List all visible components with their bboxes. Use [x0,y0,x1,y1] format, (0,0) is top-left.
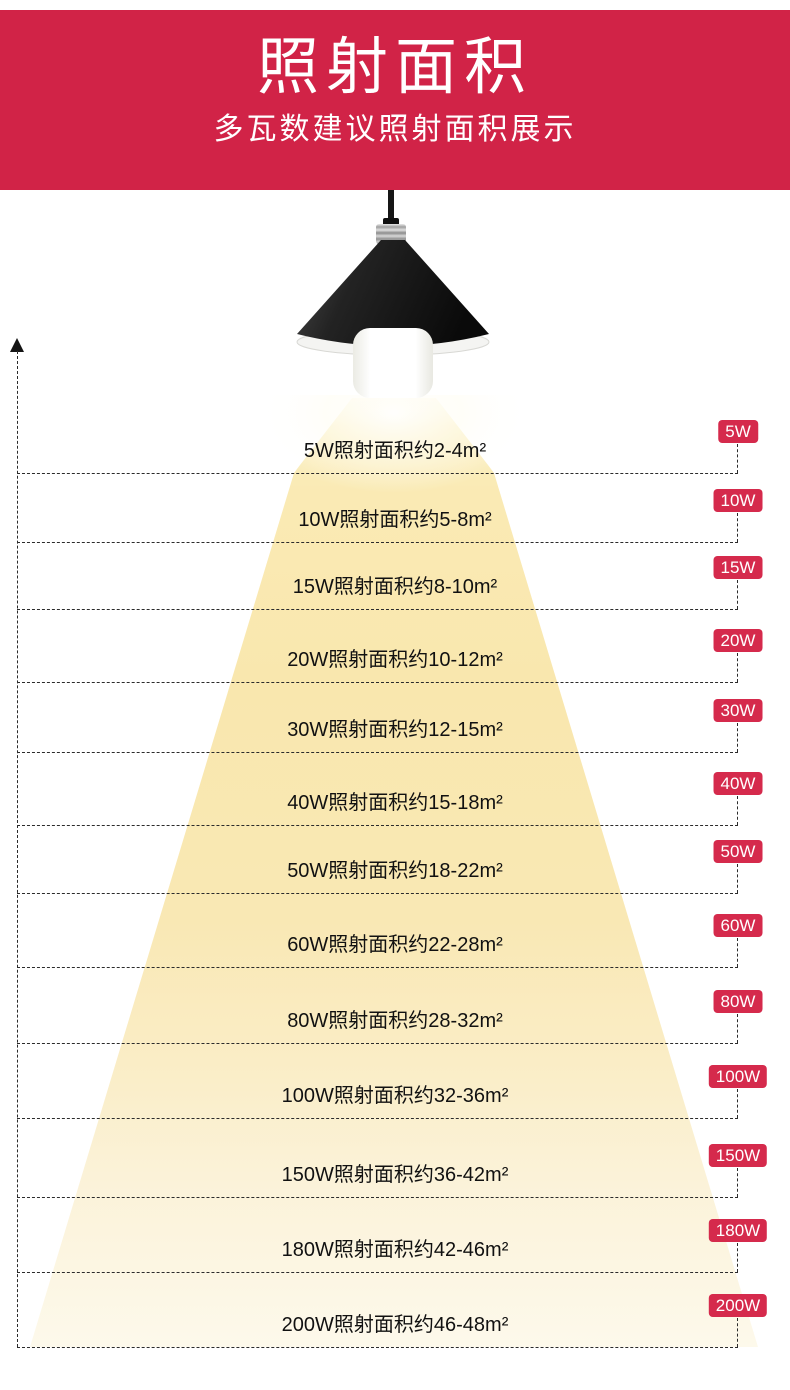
badge-connector-line [737,1168,738,1197]
coverage-dashed-line [17,473,738,474]
badge-connector-line [737,1089,738,1118]
coverage-dashed-line [17,1272,738,1273]
pendant-lamp-icon [296,190,490,398]
light-cone-shape [30,398,758,1347]
wattage-badge: 15W [713,556,763,579]
coverage-dashed-line [17,1347,738,1348]
coverage-area-label: 150W照射面积约36-42m² [281,1164,509,1186]
coverage-area-label: 200W照射面积约46-48m² [281,1314,509,1336]
wattage-badge: 180W [708,1219,768,1242]
wattage-badge: 200W [708,1294,768,1317]
coverage-dashed-line [17,609,738,610]
coverage-area-label: 30W照射面积约12-15m² [287,719,503,741]
coverage-dashed-line [17,1043,738,1044]
coverage-area-label: 50W照射面积约18-22m² [287,860,503,882]
lamp-shade [297,240,489,346]
lamp-screw-cap [376,224,406,244]
coverage-dashed-line [17,825,738,826]
light-cone [30,395,758,1347]
lamp-cord [388,190,394,224]
coverage-area-label: 20W照射面积约10-12m² [287,649,503,671]
bulb-glow [254,395,534,493]
badge-connector-line [737,796,738,825]
badge-connector-line [737,1014,738,1043]
badge-connector-line [737,580,738,609]
page-title: 照射面积 [256,33,533,102]
wattage-badge: 40W [713,772,763,795]
wattage-badge: 10W [713,489,763,512]
wattage-badge: 5W [718,420,758,443]
badge-connector-line [737,1243,738,1272]
wattage-badge: 50W [713,840,763,863]
badge-connector-line [737,444,738,473]
led-bulb [353,328,433,398]
badge-connector-line [737,1318,738,1347]
up-arrow-icon [10,338,24,352]
coverage-area-label: 180W照射面积约42-46m² [281,1239,509,1261]
wattage-badge: 150W [708,1144,768,1167]
badge-connector-line [737,723,738,752]
wattage-badge: 100W [708,1065,768,1088]
coverage-area-label: 10W照射面积约5-8m² [298,509,492,531]
coverage-area-label: 80W照射面积约28-32m² [287,1010,503,1032]
coverage-area-label: 60W照射面积约22-28m² [287,934,503,956]
badge-connector-line [737,938,738,967]
coverage-dashed-line [17,752,738,753]
badge-connector-line [737,864,738,893]
coverage-dashed-line [17,542,738,543]
height-axis-dashed-line [17,351,18,1347]
badge-connector-line [737,653,738,682]
coverage-area-label: 100W照射面积约32-36m² [281,1085,509,1107]
coverage-dashed-line [17,967,738,968]
coverage-area-label: 5W照射面积约2-4m² [303,440,487,462]
wattage-badge: 20W [713,629,763,652]
page-subtitle: 多瓦数建议照射面积展示 [213,113,577,146]
badge-connector-line [737,513,738,542]
header-banner: 照射面积 多瓦数建议照射面积展示 [0,10,790,190]
coverage-dashed-line [17,1197,738,1198]
coverage-dashed-line [17,682,738,683]
coverage-dashed-line [17,893,738,894]
coverage-area-label: 40W照射面积约15-18m² [287,792,503,814]
wattage-badge: 60W [713,914,763,937]
wattage-badge: 30W [713,699,763,722]
coverage-area-label: 15W照射面积约8-10m² [292,576,498,598]
coverage-dashed-line [17,1118,738,1119]
wattage-badge: 80W [713,990,763,1013]
